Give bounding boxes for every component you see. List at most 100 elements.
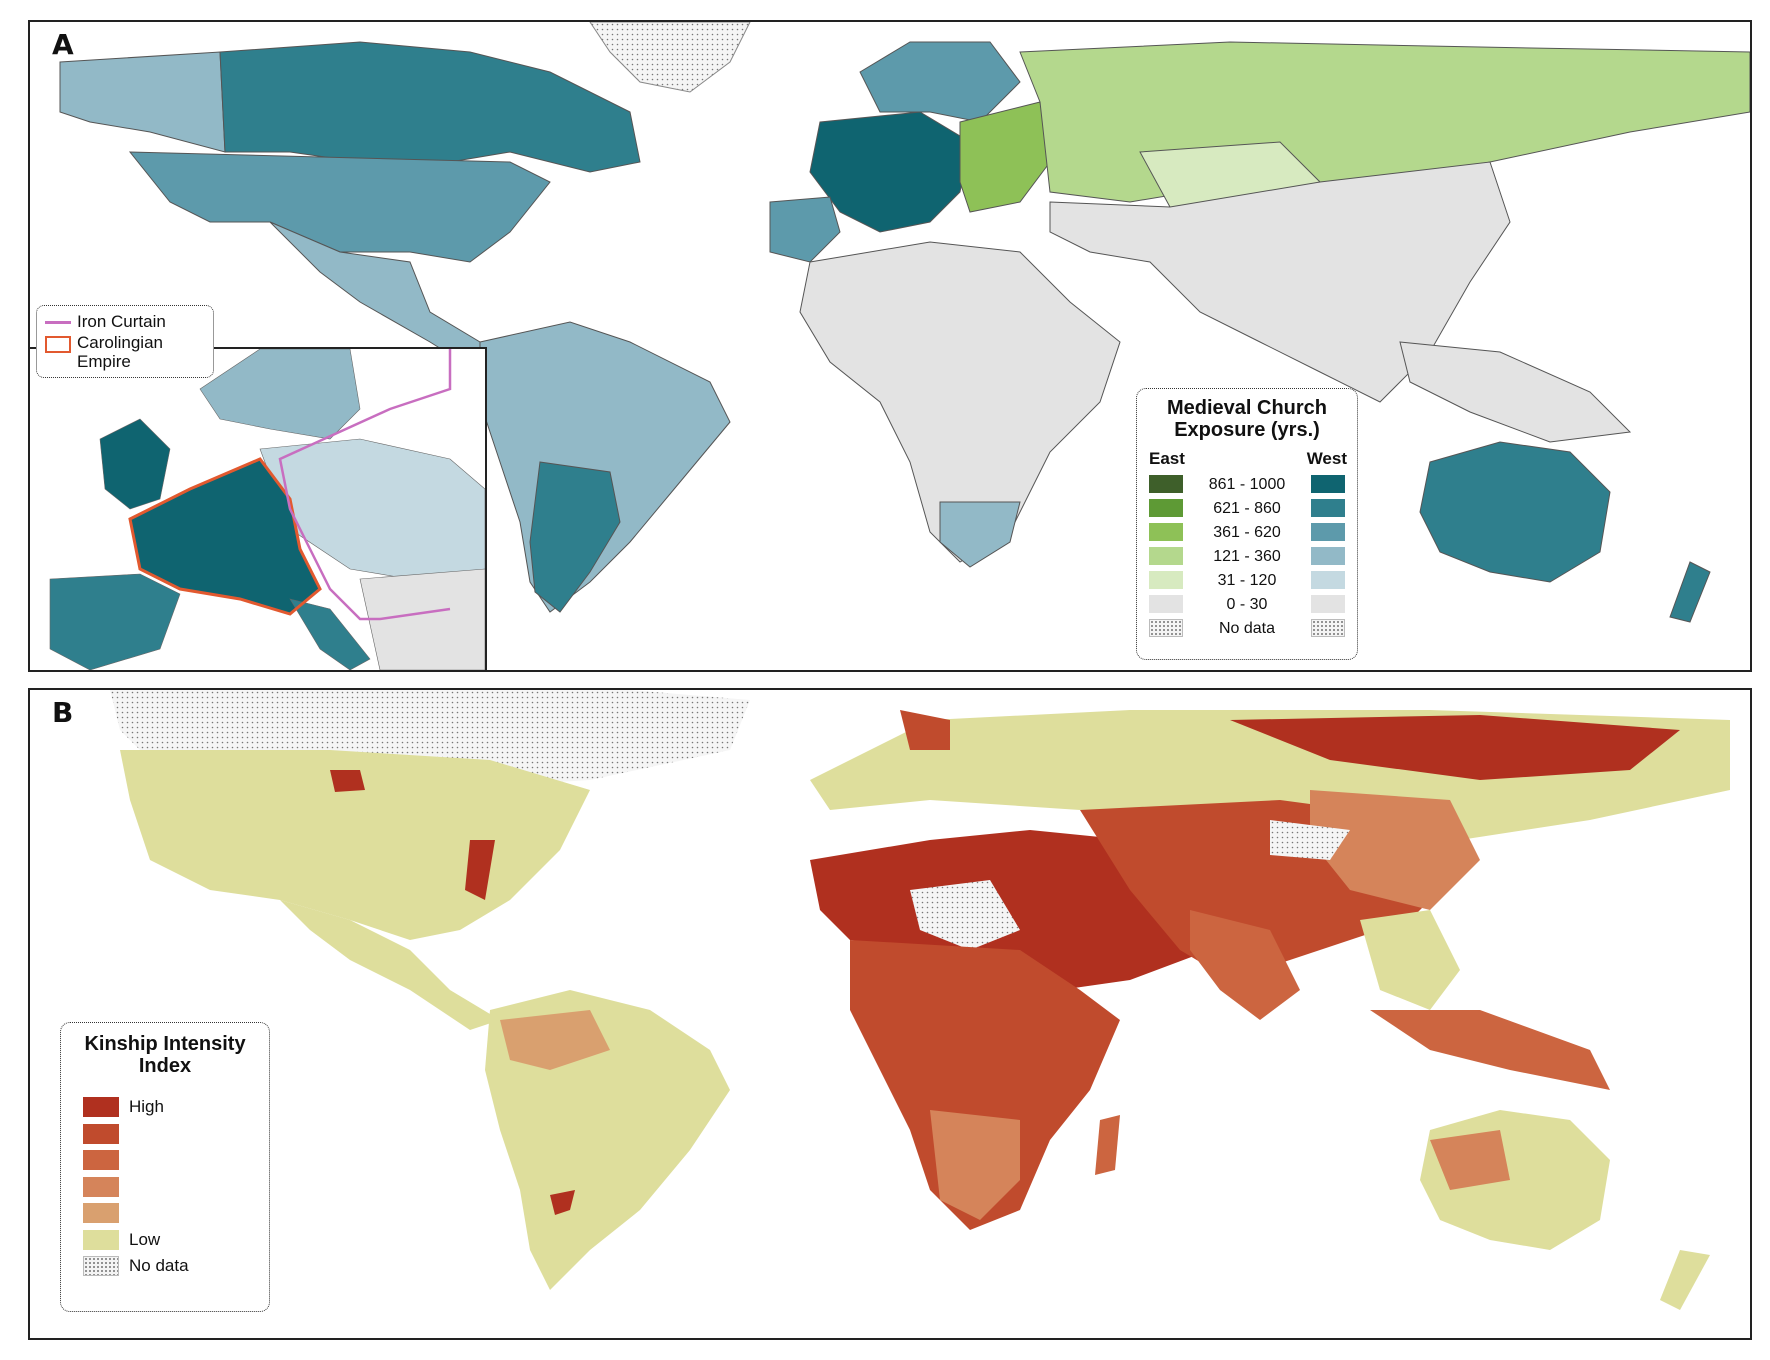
church-legend-row: 361 - 620 <box>1137 523 1357 545</box>
southeast-asia-region <box>1399 341 1632 443</box>
carolingian-box-icon <box>45 336 71 353</box>
central-america-kin-region <box>280 900 500 1030</box>
india-kin-region <box>1190 910 1300 1020</box>
church-legend-title: Medieval Church Exposure (yrs.) <box>1137 397 1357 441</box>
panel-a-church-exposure-map: A Iron Curtain Carolingian Empire Medie <box>28 20 1752 672</box>
church-legend-row: 31 - 120 <box>1137 571 1357 593</box>
inset-legend: Iron Curtain Carolingian Empire <box>36 305 214 378</box>
usa-region <box>128 151 551 263</box>
sahara-nodata <box>910 880 1020 950</box>
kinship-swatch <box>83 1229 119 1250</box>
argentina-region <box>529 461 621 613</box>
east-swatch <box>1149 619 1183 637</box>
scandinavia-mid-region <box>900 710 950 750</box>
inset-iberia <box>49 573 181 670</box>
church-legend-title-line2: Exposure (yrs.) <box>1174 419 1320 441</box>
southern-africa-mid <box>930 1110 1020 1220</box>
kinship-legend-title-line2: Index <box>138 1055 192 1077</box>
north-africa-middle-east-region <box>810 830 1210 990</box>
europe-inset-map <box>30 347 487 670</box>
kinship-intensity-legend: Kinship Intensity Index High Low No data <box>60 1022 270 1312</box>
church-legend-range-label: 861 - 1000 <box>1208 476 1286 493</box>
church-legend-row: 861 - 1000 <box>1137 475 1357 497</box>
panel-b-kinship-map: B Kinship Intensity Index High Low No data <box>28 688 1752 1340</box>
inset-central-europe <box>259 438 485 580</box>
tibet-nodata <box>1270 820 1350 860</box>
new-zealand-region <box>1669 561 1711 623</box>
madagascar-region <box>1095 1115 1120 1175</box>
eastern-europe-region <box>959 101 1051 213</box>
us-east-high-spot <box>465 840 495 900</box>
kinship-swatch <box>83 1203 119 1223</box>
church-legend-range-label: 361 - 620 <box>1213 524 1281 541</box>
carolingian-label: Carolingian Empire <box>77 333 163 371</box>
world-map-kinship-intensity <box>110 690 1730 1310</box>
asia-region <box>1049 161 1511 403</box>
panel-b-letter: B <box>52 696 73 729</box>
southeast-asia-kin-region <box>1360 910 1460 1010</box>
inset-legend-carolingian: Carolingian Empire <box>45 333 205 371</box>
west-header: West <box>1306 449 1347 468</box>
church-legend-title-line1: Medieval Church <box>1166 397 1328 419</box>
china-mid-region <box>1310 790 1480 910</box>
western-europe-region <box>809 111 971 233</box>
kinship-swatch <box>83 1176 119 1197</box>
church-legend-row: 0 - 30 <box>1137 595 1357 617</box>
south-africa-region <box>939 501 1021 568</box>
east-swatch <box>1149 595 1183 613</box>
canada-region <box>219 41 641 173</box>
australia-west-mid <box>1430 1130 1510 1190</box>
kinship-swatch <box>83 1097 119 1117</box>
inset-british-isles <box>99 418 171 510</box>
scandinavia-region <box>859 41 1021 123</box>
kinship-swatch <box>83 1123 119 1144</box>
kinship-legend-label: No data <box>129 1256 189 1275</box>
church-legend-range-label: No data <box>1218 620 1276 637</box>
church-legend-row: No data <box>1137 619 1357 641</box>
inset-east <box>359 568 485 670</box>
canada-high-spot <box>330 770 365 792</box>
greenland-region <box>589 22 751 93</box>
church-legend-range-label: 121 - 360 <box>1213 548 1281 565</box>
kinship-legend-title-line1: Kinship Intensity <box>84 1033 246 1055</box>
alaska-region <box>59 51 226 153</box>
east-swatch <box>1149 571 1183 589</box>
subsaharan-africa-region <box>850 940 1120 1230</box>
church-legend-range-label: 0 - 30 <box>1226 596 1268 613</box>
east-header: East <box>1149 449 1185 468</box>
east-swatch <box>1149 547 1183 565</box>
chile-high-spot <box>550 1190 575 1215</box>
west-swatch <box>1311 499 1345 517</box>
church-exposure-legend: Medieval Church Exposure (yrs.) East Wes… <box>1136 388 1358 660</box>
world-map-church-exposure <box>59 22 1750 623</box>
siberia-high-region <box>1230 715 1680 780</box>
inset-legend-iron-curtain: Iron Curtain <box>45 312 205 331</box>
iberia-region <box>769 196 841 263</box>
kinship-swatch <box>83 1256 119 1276</box>
church-legend-row: 121 - 360 <box>1137 547 1357 569</box>
west-swatch <box>1311 475 1345 493</box>
inset-carolingian-border <box>128 457 322 616</box>
europe-inset-svg <box>30 349 485 670</box>
west-swatch <box>1311 595 1345 613</box>
inset-iron-curtain <box>278 349 452 621</box>
west-swatch <box>1311 571 1345 589</box>
kinship-legend-label: Low <box>129 1229 161 1249</box>
kinship-legend-title: Kinship Intensity Index <box>61 1033 269 1077</box>
amazon-mid-region <box>500 1010 610 1070</box>
church-legend-range-label: 621 - 860 <box>1213 500 1281 517</box>
church-legend-row: 621 - 860 <box>1137 499 1357 521</box>
iron-curtain-label: Iron Curtain <box>77 312 166 331</box>
south-america-region <box>479 321 731 613</box>
panel-a-letter: A <box>52 28 74 61</box>
west-swatch <box>1311 523 1345 541</box>
east-swatch <box>1149 523 1183 541</box>
kinship-legend-label: High <box>129 1097 164 1116</box>
indonesia-kin-region <box>1370 1010 1610 1090</box>
east-swatch <box>1149 499 1183 517</box>
kinship-swatch <box>83 1150 119 1170</box>
australia-region <box>1419 441 1611 583</box>
east-swatch <box>1149 475 1183 493</box>
new-zealand-kin <box>1660 1250 1710 1310</box>
west-swatch <box>1311 547 1345 565</box>
